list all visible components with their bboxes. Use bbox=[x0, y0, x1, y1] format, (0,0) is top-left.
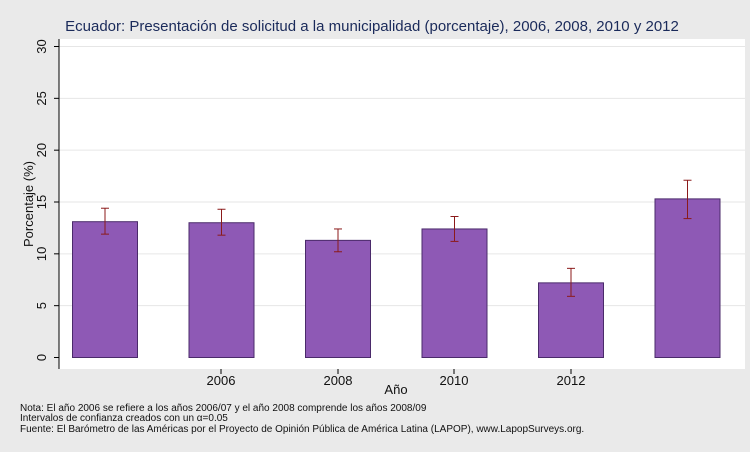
y-tick-label: 0 bbox=[34, 354, 49, 361]
error-bar bbox=[101, 207, 109, 235]
y-tick-label: 10 bbox=[34, 247, 49, 261]
y-tick-label: 20 bbox=[34, 143, 49, 157]
chart-title: Ecuador: Presentación de solicitud a la … bbox=[65, 18, 679, 35]
error-bars bbox=[101, 179, 692, 297]
x-tick-label: 2012 bbox=[557, 373, 586, 388]
x-axis-ticks: 2006 2008 2010 2012 bbox=[207, 369, 586, 388]
bar bbox=[305, 239, 371, 359]
plot-area bbox=[59, 39, 745, 369]
bar bbox=[421, 228, 488, 358]
note-1: Nota: El año 2006 se refiere a los años … bbox=[20, 403, 427, 414]
error-bar bbox=[334, 228, 342, 253]
x-tick-label: 2008 bbox=[324, 373, 353, 388]
y-tick-label: 25 bbox=[34, 91, 49, 105]
x-tick-label: 2006 bbox=[207, 373, 236, 388]
note-3: Fuente: El Barómetro de las Américas por… bbox=[20, 424, 584, 435]
y-axis-label: Porcentaje (%) bbox=[21, 161, 36, 247]
grid-lines bbox=[59, 46, 745, 307]
bar bbox=[188, 222, 255, 358]
y-tick-label: 15 bbox=[34, 195, 49, 209]
y-axis: 0 5 10 15 20 25 30 bbox=[34, 39, 60, 369]
error-bar bbox=[683, 179, 692, 220]
note-2: Intervalos de confianza creados con un α… bbox=[20, 413, 228, 424]
error-bar bbox=[567, 267, 575, 297]
error-bar bbox=[450, 216, 459, 242]
bar bbox=[654, 198, 721, 358]
y-tick-label: 30 bbox=[34, 39, 49, 53]
error-bar bbox=[217, 208, 226, 236]
x-axis-label: Año bbox=[384, 382, 407, 397]
x-tick-label: 2010 bbox=[440, 373, 469, 388]
bar bbox=[72, 221, 138, 358]
y-tick-label: 5 bbox=[34, 302, 49, 309]
